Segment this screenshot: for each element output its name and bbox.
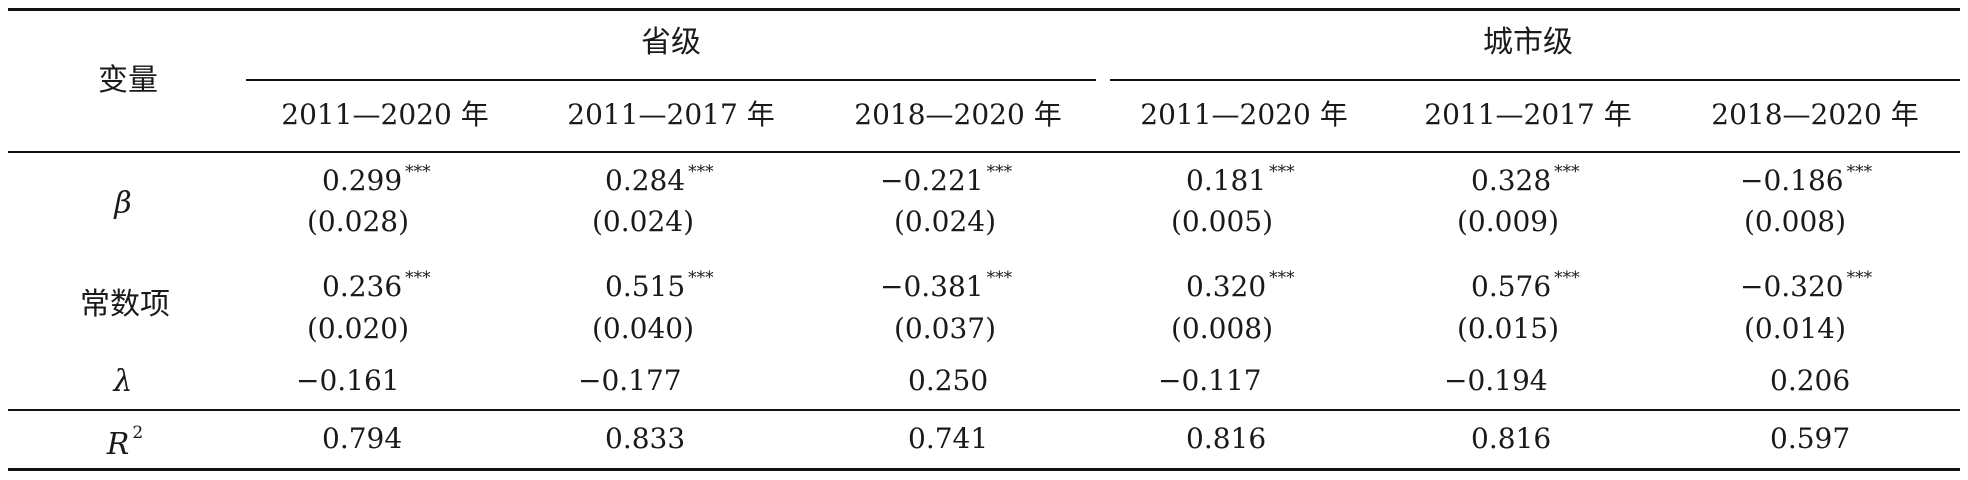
period-header: 2018—2020 年 (854, 98, 1062, 131)
value-cell: −0.117 (1158, 364, 1262, 397)
se-cell: (0.024) (591, 205, 695, 238)
coef-cell: 0.515 *** (605, 268, 714, 303)
se-cell: (0.015) (1456, 312, 1560, 345)
value-cell: 0.816 (1186, 422, 1267, 455)
row-label-constant: 常数项 (80, 287, 170, 322)
period-header: 2011—2017 年 (567, 98, 775, 131)
province-group-rule (246, 79, 1096, 81)
value-cell: 0.816 (1471, 422, 1552, 455)
coef-cell: 0.236 *** (322, 268, 431, 303)
coef-cell: 0.328 *** (1471, 162, 1580, 197)
value-cell: 0.794 (322, 422, 403, 455)
city-group-header: 城市级 (1483, 25, 1573, 60)
coef-cell: −0.186 *** (1740, 162, 1873, 197)
se-cell: (0.020) (306, 312, 410, 345)
value-cell: 0.206 (1770, 364, 1851, 397)
r2-top-rule (8, 409, 1960, 411)
se-cell: (0.024) (893, 205, 997, 238)
row-label-lambda: λ (113, 364, 133, 399)
city-group-rule (1110, 79, 1960, 81)
period-header: 2011—2020 年 (1140, 98, 1348, 131)
value-cell: −0.161 (296, 364, 400, 397)
se-cell: (0.037) (893, 312, 997, 345)
period-header: 2011—2020 年 (281, 98, 489, 131)
value-cell: −0.194 (1444, 364, 1548, 397)
period-header: 2018—2020 年 (1711, 98, 1919, 131)
se-cell: (0.005) (1170, 205, 1274, 238)
variable-header: 变量 (98, 63, 158, 98)
province-group-header: 省级 (641, 25, 701, 60)
se-cell: (0.009) (1456, 205, 1560, 238)
se-cell: (0.008) (1170, 312, 1274, 345)
se-cell: (0.028) (306, 205, 410, 238)
coef-cell: 0.320 *** (1186, 268, 1295, 303)
se-cell: (0.014) (1743, 312, 1847, 345)
coef-cell: 0.284 *** (605, 162, 714, 197)
row-label-beta: β (114, 186, 132, 221)
coef-cell: −0.320 *** (1740, 268, 1873, 303)
coef-cell: −0.221 *** (880, 162, 1013, 197)
period-header: 2011—2017 年 (1424, 98, 1632, 131)
header-bottom-rule (8, 151, 1960, 153)
bottom-rule (8, 468, 1960, 471)
coef-cell: 0.181 *** (1186, 162, 1295, 197)
value-cell: 0.833 (605, 422, 686, 455)
se-cell: (0.008) (1743, 205, 1847, 238)
value-cell: 0.597 (1770, 422, 1851, 455)
value-cell: 0.250 (908, 364, 989, 397)
top-rule (8, 8, 1960, 11)
coef-cell: 0.299 *** (322, 162, 431, 197)
value-cell: 0.741 (908, 422, 989, 455)
se-cell: (0.040) (591, 312, 695, 345)
coef-cell: 0.576 *** (1471, 268, 1580, 303)
value-cell: −0.177 (578, 364, 682, 397)
coef-cell: −0.381 *** (880, 268, 1013, 303)
